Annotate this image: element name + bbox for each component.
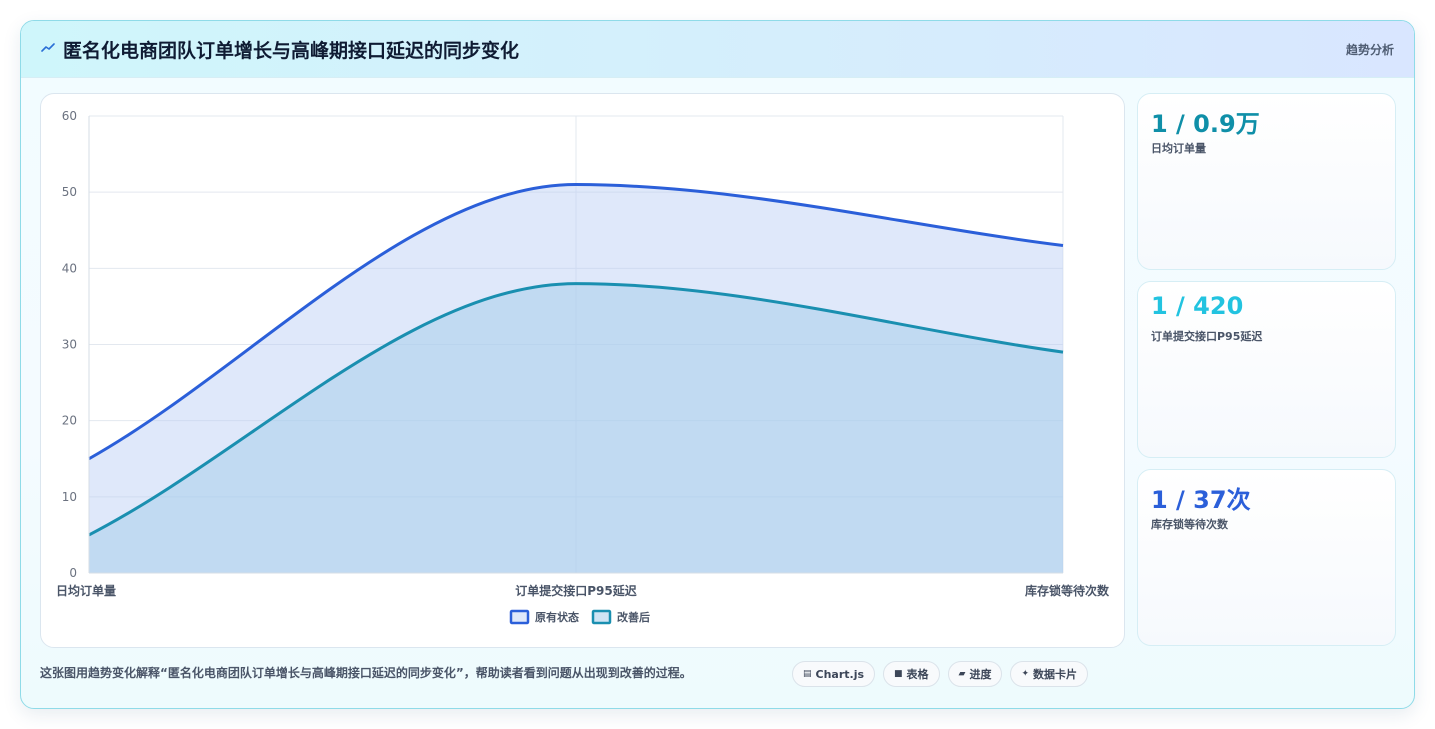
chart-panel: 0 10 20 30 40 50 60 日均订单量 订单提交接口P95延迟 库存锁等待次数原有状态… (40, 93, 1125, 648)
chip-table[interactable]: ■ 表格 (883, 661, 940, 687)
chart-icon: ▤ (803, 669, 812, 679)
card-header: 匿名化电商团队订单增长与高峰期接口延迟的同步变化 趋势分析 (21, 21, 1414, 78)
stat-card-lock-waits: 1 / 37次 库存锁等待次数 (1137, 469, 1396, 646)
chip-label: 进度 (969, 668, 992, 681)
series-line-1 (88, 183, 1064, 461)
stat-label: 订单提交接口P95延迟 (1151, 330, 1263, 343)
stat-card-p95-latency: 1 / 420 订单提交接口P95延迟 (1137, 281, 1396, 458)
chip-chartjs[interactable]: ▤ Chart.js (792, 661, 876, 687)
y-tick-label: 20 (62, 414, 77, 428)
progress-icon: ▰ (958, 669, 966, 679)
chip-label: 数据卡片 (1033, 668, 1078, 681)
x-tick-label: 日均订单量 (56, 583, 116, 598)
legend-swatch-2 (591, 609, 612, 625)
chip-data-card[interactable]: ✦ 数据卡片 (1010, 661, 1089, 687)
x-tick-label: 订单提交接口P95延迟 (515, 583, 637, 598)
legend-label-2: 改善后 (617, 610, 650, 624)
stat-label: 库存锁等待次数 (1151, 518, 1228, 531)
chip-group: ▤ Chart.js ■ 表格 ▰ 进度 ✦ 数据卡片 (792, 661, 1089, 687)
y-tick-label: 50 (62, 185, 77, 199)
chip-label: Chart.js (815, 667, 865, 681)
stat-label: 日均订单量 (1151, 142, 1206, 155)
trend-analysis-link[interactable]: 趋势分析 (1345, 43, 1394, 57)
zigzag-icon (41, 43, 55, 52)
dashboard-card: 匿名化电商团队订单增长与高峰期接口延迟的同步变化 趋势分析 0 10 20 30 40 5… (20, 20, 1415, 709)
area-chart: 0 10 20 30 40 50 60 日均订单量 订单提交接口P95延迟 库存锁等待次数原有状态… (56, 109, 1110, 625)
chip-label: 表格 (906, 668, 929, 681)
stat-value: 1 / 0.9万 (1151, 110, 1260, 138)
y-tick-label: 0 (69, 566, 77, 580)
legend-swatch-1 (509, 609, 530, 625)
y-tick-label: 60 (62, 109, 77, 123)
legend-label-1: 原有状态 (535, 610, 579, 624)
series-area-2 (89, 283, 1063, 573)
series-line-2 (88, 282, 1064, 537)
chip-progress[interactable]: ▰ 进度 (947, 661, 1003, 687)
stat-value: 1 / 37次 (1151, 486, 1251, 514)
y-tick-label: 40 (62, 261, 77, 275)
y-tick-label: 10 (62, 490, 77, 504)
page-title: 匿名化电商团队订单增长与高峰期接口延迟的同步变化 (63, 40, 520, 62)
table-icon: ■ (894, 669, 903, 679)
stat-value: 1 / 420 (1151, 292, 1244, 320)
x-tick-label: 库存锁等待次数 (1025, 583, 1110, 598)
y-tick-label: 30 (62, 338, 77, 352)
sparkle-icon: ✦ (1021, 669, 1030, 679)
chart-description: 这张图用趋势变化解释“匿名化电商团队订单增长与高峰期接口延迟的同步变化”，帮助读… (40, 666, 692, 680)
stat-card-daily-orders: 1 / 0.9万 日均订单量 (1137, 93, 1396, 270)
